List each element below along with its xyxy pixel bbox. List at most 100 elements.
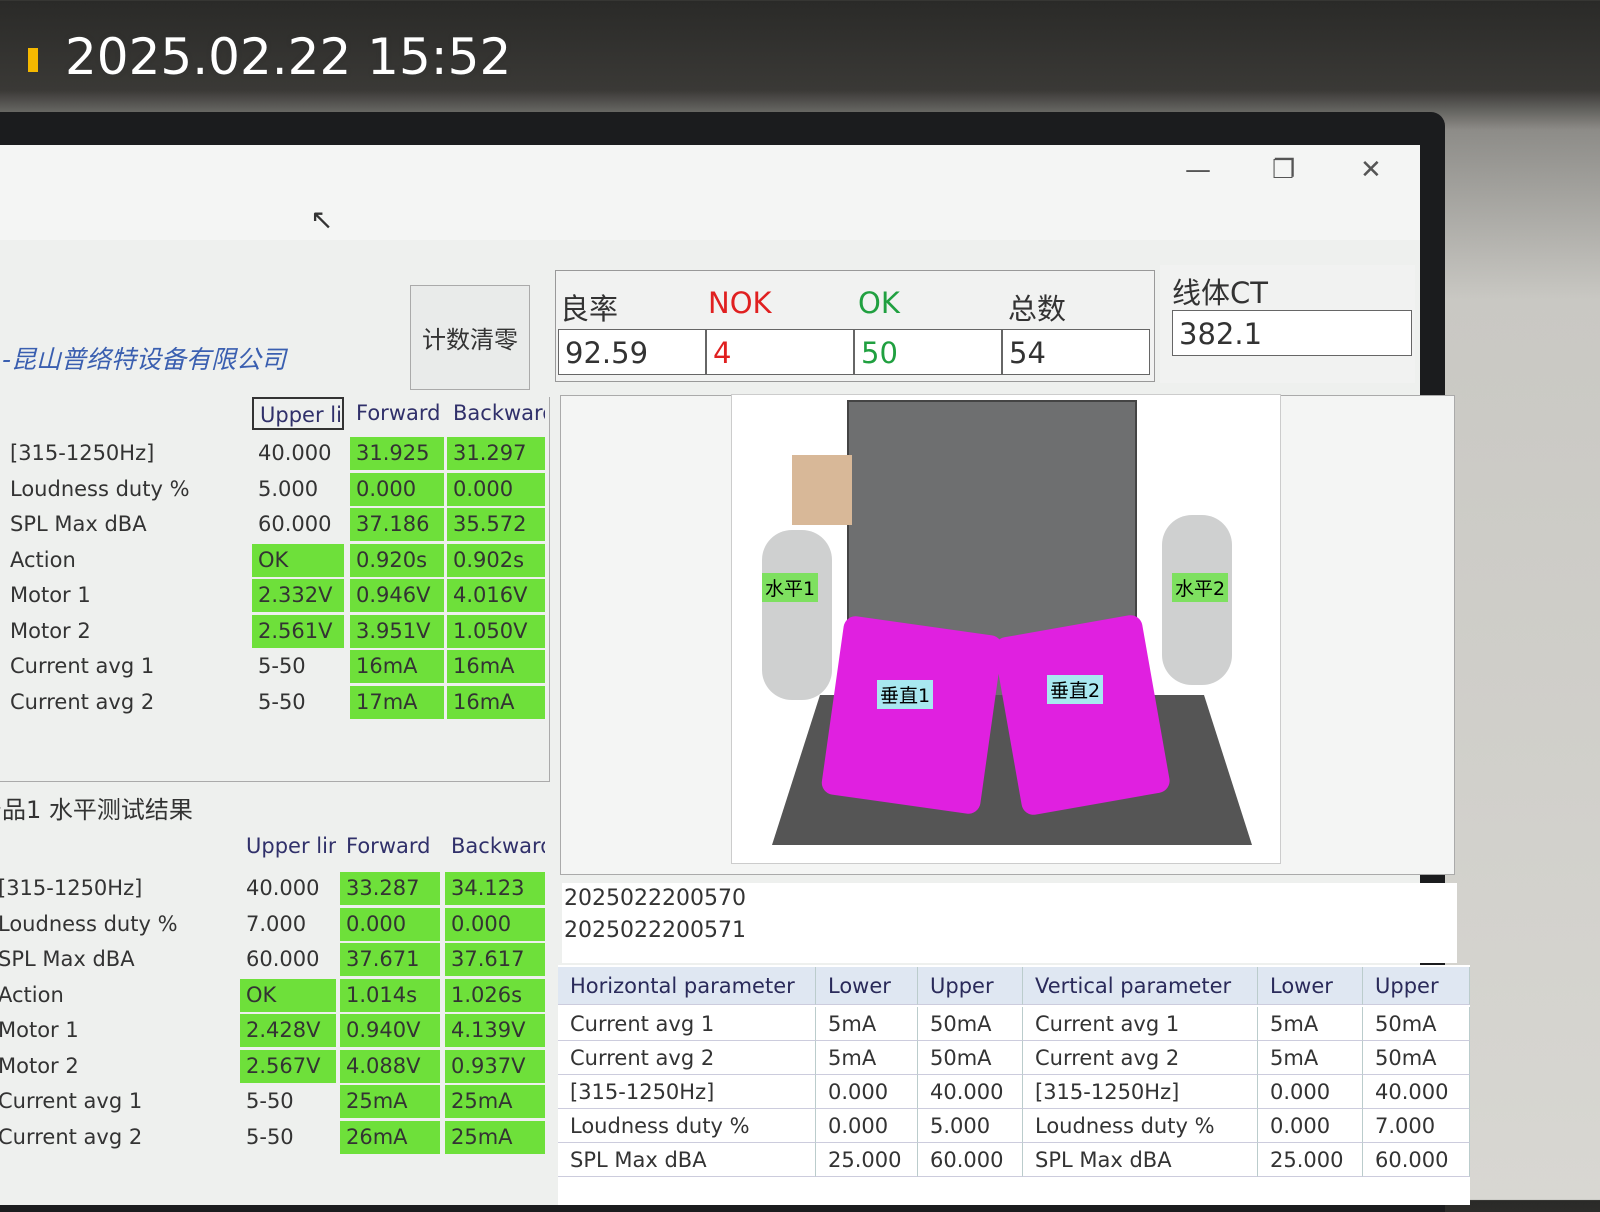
table-cell: 0.000	[1258, 1075, 1363, 1109]
table-cell: SPL Max dBA	[1023, 1143, 1258, 1177]
table-cell: 35.572	[447, 508, 545, 541]
column-header: Upper	[918, 967, 1023, 1005]
label-horizontal-1: 水平1	[762, 573, 819, 602]
table-row: Loudness duty % 5.000 0.000 0.000	[0, 472, 549, 507]
table-cell: 0.000	[816, 1075, 918, 1109]
header-row: Upper limit Forward Backward	[0, 830, 550, 864]
column-header: Lower	[816, 967, 918, 1005]
table-cell: 50mA	[918, 1041, 1023, 1075]
table-cell: 0.000	[445, 907, 545, 941]
table-cell: 5-50	[258, 689, 306, 714]
table-cell: Action	[0, 982, 64, 1007]
restore-icon[interactable]: ❐	[1272, 155, 1296, 185]
table-cell: 60.000	[1363, 1143, 1470, 1177]
table-cell: 16mA	[350, 650, 444, 683]
column-header: Upper	[1363, 967, 1470, 1005]
column-header: Vertical parameter	[1023, 967, 1258, 1005]
barcode-item[interactable]: 2025022200570	[564, 886, 746, 911]
table-cell: Current avg 1	[558, 1007, 816, 1041]
table-row: Current avg 1 5mA 50mA Current avg 1 5mA 50mA	[558, 1007, 1470, 1041]
table-cell: 2.428V	[240, 1014, 336, 1047]
table-cell: 40.000	[918, 1075, 1023, 1109]
table-cell: [315-1250Hz]	[10, 441, 155, 465]
photo-timestamp: 2025.02.22 15:52	[65, 28, 512, 86]
table-cell: SPL Max dBA	[10, 512, 147, 536]
column-header: Backward	[453, 401, 545, 425]
table-cell: SPL Max dBA	[0, 947, 135, 971]
column-header: Lower	[1258, 967, 1363, 1005]
table-row: Action OK 1.014s 1.026s	[0, 978, 550, 1013]
table-cell: Current avg 2	[0, 1124, 143, 1149]
table-cell: Current avg 2	[10, 689, 155, 714]
table-cell: 33.287	[340, 872, 440, 905]
table-cell: 0.000	[350, 472, 444, 506]
table-cell: 25mA	[445, 1120, 545, 1154]
ok-value: 50	[854, 329, 1002, 375]
ok-label: OK	[858, 286, 900, 320]
nok-label: NOK	[708, 286, 772, 320]
table-cell: 0.902s	[447, 543, 545, 577]
table-row: [315-1250Hz] 0.000 40.000 [315-1250Hz] 0.000…	[558, 1075, 1470, 1109]
table-cell: 5mA	[816, 1041, 918, 1075]
table-cell: OK	[240, 978, 336, 1012]
table-cell: 34.123	[445, 872, 545, 905]
table-cell: Current avg 2	[1023, 1041, 1258, 1075]
product-image: 水平1 水平2 垂直1 垂直2	[731, 394, 1281, 864]
mouse-cursor-icon: ↖	[310, 203, 334, 236]
table-cell: 16mA	[447, 685, 545, 719]
table-cell: 1.050V	[447, 614, 545, 648]
table-row: Motor 2 2.561V 3.951V 1.050V	[0, 614, 549, 649]
table-cell: 5-50	[258, 654, 306, 678]
table-cell: Current avg 1	[0, 1089, 143, 1113]
label-vertical-2: 垂直2	[1047, 675, 1104, 704]
table-cell: 5mA	[1258, 1007, 1363, 1041]
table-cell: 0.937V	[445, 1049, 545, 1083]
minimize-icon[interactable]: —	[1185, 155, 1211, 185]
table-cell: 25.000	[816, 1143, 918, 1177]
app-window: — ❐ ✕ ↖ -昆山普络特设备有限公司 计数清零 良率 NOK OK 总数 9…	[0, 145, 1470, 1205]
table-cell: Action	[10, 547, 76, 572]
table-cell: 4.088V	[340, 1049, 440, 1083]
table-row: Motor 1 2.332V 0.946V 4.016V	[0, 579, 549, 613]
table-cell: 31.297	[447, 437, 545, 470]
table-row: [315-1250Hz] 40.000 33.287 34.123	[0, 872, 550, 906]
table-cell: Motor 2	[10, 618, 91, 643]
reset-count-button[interactable]: 计数清零	[410, 285, 530, 390]
table-cell: 25mA	[445, 1085, 545, 1118]
table-cell: 31.925	[350, 437, 444, 470]
table-row: Action OK 0.920s 0.902s	[0, 543, 549, 578]
table-cell: SPL Max dBA	[558, 1143, 816, 1177]
table-row: SPL Max dBA 25.000 60.000 SPL Max dBA 25.000…	[558, 1143, 1470, 1177]
vertical-results-table: Upper limit Forward Backward [315-1250Hz] 40…	[0, 397, 550, 782]
timestamp-marker	[28, 48, 38, 72]
table-cell: 1.026s	[445, 978, 545, 1012]
table-row: [315-1250Hz] 40.000 31.925 31.297	[0, 437, 549, 471]
table-cell: 50mA	[1363, 1041, 1470, 1075]
table-row: Loudness duty % 0.000 5.000 Loudness duty %…	[558, 1109, 1470, 1143]
table-row: Current avg 1 5-50 25mA 25mA	[0, 1085, 550, 1119]
table-row: Current avg 2 5-50 17mA 16mA	[0, 685, 549, 720]
label-vertical-1: 垂直1	[877, 680, 934, 709]
table-cell: 0.000	[816, 1109, 918, 1143]
close-icon[interactable]: ✕	[1360, 155, 1382, 185]
table-cell: 5mA	[1258, 1041, 1363, 1075]
company-name: -昆山普络特设备有限公司	[2, 345, 287, 374]
section-title: 产品1 水平测试结果	[0, 796, 193, 824]
table-cell: Motor 1	[10, 583, 91, 607]
table-cell: 0.940V	[340, 1014, 440, 1047]
table-cell: 60.000	[246, 947, 320, 971]
horizontal-results-table: Upper limit Forward Backward [315-1250Hz] 40…	[0, 830, 550, 1210]
table-cell: 25mA	[340, 1085, 440, 1118]
table-cell: Motor 1	[0, 1018, 79, 1042]
barcode-list: 2025022200570 2025022200571	[562, 883, 1457, 963]
header-row: Upper limit Forward Backward	[0, 397, 549, 431]
column-header: Horizontal parameter	[558, 967, 816, 1005]
table-cell: 5mA	[816, 1007, 918, 1041]
yield-label: 良率	[560, 292, 619, 326]
barcode-item[interactable]: 2025022200571	[564, 918, 746, 943]
table-cell: 7.000	[246, 911, 307, 936]
table-cell: 0.000	[1258, 1109, 1363, 1143]
table-cell: 5.000	[258, 476, 319, 501]
table-cell: [315-1250Hz]	[0, 876, 143, 900]
table-cell: 60.000	[258, 512, 332, 536]
